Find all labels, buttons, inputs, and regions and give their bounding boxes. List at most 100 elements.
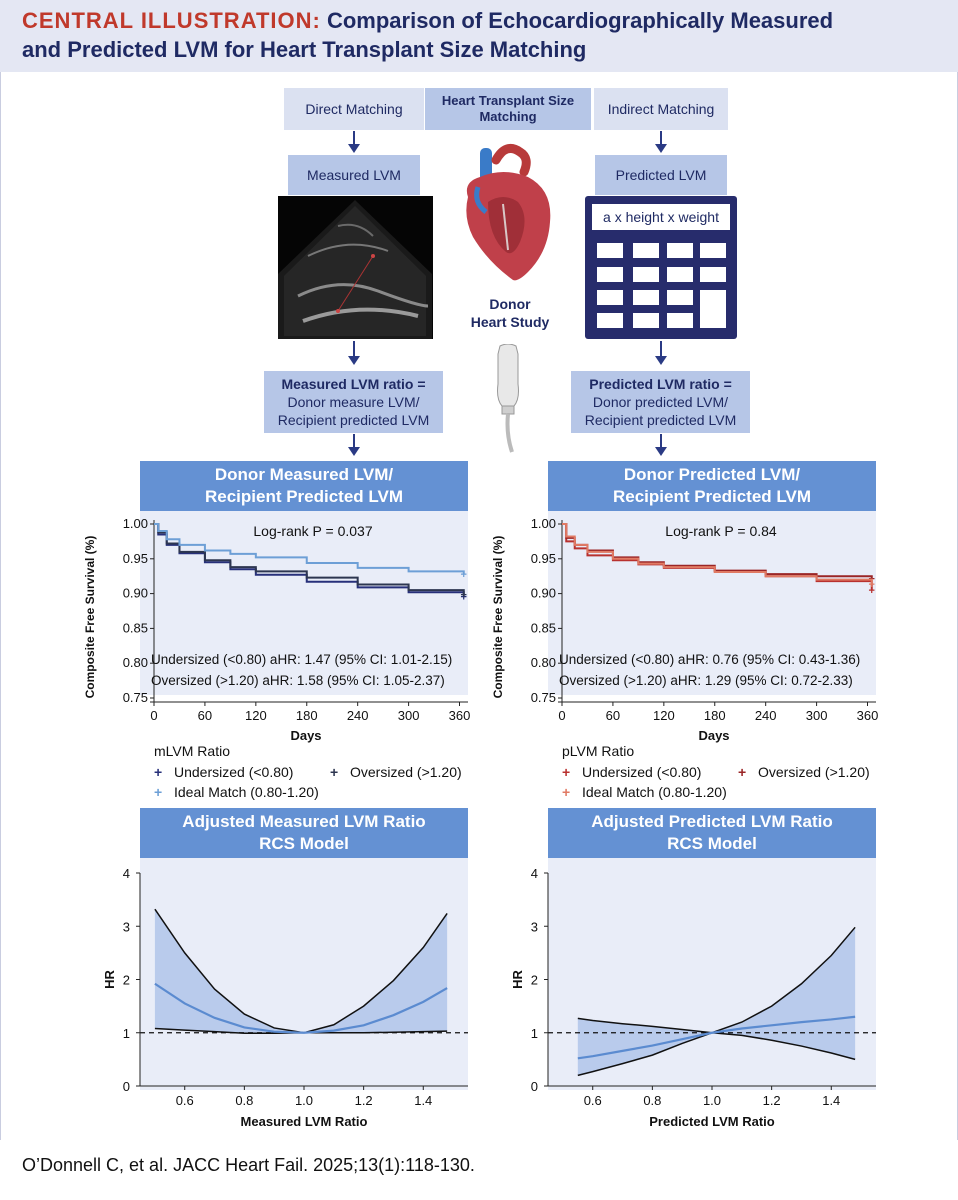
predicted-lvm-box: Predicted LVM — [595, 155, 727, 195]
km-right-y-axis-label: Composite Free Survival (%) — [491, 536, 505, 699]
arrow-measured-ratio-to-km — [348, 434, 360, 456]
legend-right-oversized: + Oversized (>1.20) — [738, 764, 870, 780]
km-right-x-tick-label: 180 — [704, 708, 726, 723]
illustration-title-line2: and Predicted LVM for Heart Transplant S… — [22, 37, 587, 62]
km-right-y-tick-label: 0.90 — [531, 586, 556, 601]
rcs-left-x-tick-label: 0.6 — [176, 1093, 194, 1108]
km-right-x-tick-label: 60 — [606, 708, 620, 723]
km-left-x-tick-label: 120 — [245, 708, 267, 723]
km-left-panel-title-text: Donor Measured LVM/ Recipient Predicted … — [204, 465, 404, 506]
arrow-measured-to-ratio — [348, 341, 360, 365]
km-right-series-0-censor-mark: + — [869, 585, 875, 597]
km-right-x-tick-label: 300 — [806, 708, 828, 723]
km-right-x-tick-label: 240 — [755, 708, 777, 723]
legend-left-ideal-label: Ideal Match (0.80-1.20) — [174, 784, 319, 800]
km-left-stat-line-0: Undersized (<0.80) aHR: 1.47 (95% CI: 1.… — [151, 652, 452, 667]
legend-left-ideal: + Ideal Match (0.80-1.20) — [154, 784, 319, 800]
measured-lvm-box: Measured LVM — [288, 155, 420, 195]
legend-left-oversized-label: Oversized (>1.20) — [350, 764, 462, 780]
rcs-left-x-tick-label: 1.4 — [414, 1093, 432, 1108]
km-right-x-tick-label: 0 — [558, 708, 565, 723]
km-right-series-2-line — [562, 523, 873, 584]
rcs-left-y-tick-label: 0 — [123, 1079, 130, 1094]
km-left-series-2-censor-mark: + — [461, 569, 467, 581]
km-left-y-tick-label: 1.00 — [123, 516, 148, 531]
indirect-matching-box: Indirect Matching — [594, 88, 728, 130]
legend-right-oversized-marker: + — [738, 764, 747, 780]
heart-illustration — [458, 142, 558, 287]
km-right-x-tick-label: 120 — [653, 708, 675, 723]
km-right-chart: 0.75 0.80 0.85 0.90 0.95 1.00 0 60 120 180 240 300 3… — [491, 516, 879, 743]
legend-left-oversized-marker: + — [330, 764, 339, 780]
title-prefix: CENTRAL ILLUSTRATION: — [22, 8, 321, 33]
arrow-predicted-ratio-to-km — [655, 434, 667, 456]
rcs-right-x-axis-label: Predicted LVM Ratio — [649, 1114, 775, 1129]
km-right-x-tick-label: 360 — [857, 708, 879, 723]
rcs-right-ci-band — [577, 927, 856, 1076]
rcs-left-y-tick-label: 4 — [123, 866, 130, 881]
km-left-y-tick-label: 0.75 — [123, 690, 148, 705]
arrow-direct-to-measured — [348, 131, 360, 153]
legend-right-undersized: + Undersized (<0.80) — [562, 764, 701, 780]
predicted-ratio-title: Predicted LVM ratio = — [589, 376, 732, 392]
rcs-left-y-tick-label: 2 — [123, 973, 130, 988]
km-left-x-tick-label: 0 — [150, 708, 157, 723]
km-left-plot-area — [140, 511, 468, 695]
km-right-y-tick-label: 0.85 — [531, 620, 556, 635]
rcs-left-y-tick-label: 3 — [123, 919, 130, 934]
legend-right-ideal-label: Ideal Match (0.80-1.20) — [582, 784, 727, 800]
rcs-right-y-tick-label: 0 — [531, 1079, 538, 1094]
km-left-y-tick-label: 0.90 — [123, 586, 148, 601]
km-right-plot-area — [548, 511, 876, 695]
legend-left-ideal-marker: + — [154, 784, 163, 800]
rcs-left-ci-band — [154, 909, 448, 1034]
calculator-icon: a x height x weight — [585, 196, 737, 339]
header-bar: CENTRAL ILLUSTRATION: Comparison of Echo… — [0, 0, 958, 72]
km-left-y-tick-label: 0.85 — [123, 620, 148, 635]
km-left-panel-title: Donor Measured LVM/ Recipient Predicted … — [140, 461, 468, 511]
rcs-right-y-axis-label: HR — [510, 970, 525, 989]
km-left-y-tick-label: 0.80 — [123, 655, 148, 670]
rcs-right-y-tick-label: 3 — [531, 919, 538, 934]
legend-right-ideal: + Ideal Match (0.80-1.20) — [562, 784, 727, 800]
km-left-x-tick-label: 180 — [296, 708, 318, 723]
km-left-x-tick-label: 240 — [347, 708, 369, 723]
rcs-right-x-tick-label: 0.8 — [643, 1093, 661, 1108]
legend-left-undersized-label: Undersized (<0.80) — [174, 764, 294, 780]
km-left-chart: 0.75 0.80 0.85 0.90 0.95 1.00 0 60 120 180 240 300 3… — [83, 516, 471, 743]
legend-left-title: mLVM Ratio — [154, 743, 230, 759]
rcs-right-panel-title: Adjusted Predicted LVM Ratio RCS Model — [548, 808, 876, 858]
arrow-indirect-to-predicted — [655, 131, 667, 153]
direct-matching-box: Direct Matching — [284, 88, 424, 130]
ultrasound-probe-icon — [488, 343, 528, 454]
km-left-x-tick-label: 360 — [449, 708, 471, 723]
legend-right-undersized-marker: + — [562, 764, 571, 780]
legend-right-ideal-marker: + — [562, 784, 571, 800]
km-left-x-tick-label: 60 — [198, 708, 212, 723]
km-right-x-axis-label: Days — [698, 728, 729, 743]
legend-right-oversized-label: Oversized (>1.20) — [758, 764, 870, 780]
km-left-stat-line-1: Oversized (>1.20) aHR: 1.58 (95% CI: 1.0… — [151, 673, 445, 688]
km-right-logrank-annotation: Log-rank P = 0.84 — [665, 523, 777, 539]
km-right-y-tick-label: 1.00 — [531, 516, 556, 531]
rcs-left-x-tick-label: 1.0 — [295, 1093, 313, 1108]
center-title-box: Heart Transplant Size Matching — [425, 88, 591, 130]
rcs-left-chart: 0 1 2 3 4 0.6 0.8 1.0 1.2 1.4 Measured LVM Ratio HR — [102, 866, 468, 1129]
km-left-y-tick-label: 0.95 — [123, 551, 148, 566]
km-left-series-1-censor-mark: + — [461, 589, 467, 601]
rcs-right-x-tick-label: 1.2 — [763, 1093, 781, 1108]
rcs-left-panel-title: Adjusted Measured LVM Ratio RCS Model — [140, 808, 468, 858]
measured-ratio-body: Donor measure LVM/ Recipient predicted L… — [277, 394, 430, 428]
measured-ratio-box: Measured LVM ratio = Donor measure LVM/ … — [264, 371, 443, 433]
predicted-ratio-body: Donor predicted LVM/ Recipient predicted… — [584, 394, 737, 428]
rcs-right-chart: 0 1 2 3 4 0.6 0.8 1.0 1.2 1.4 Predicted LVM Ratio H… — [510, 866, 876, 1129]
illustration-title-line1: CENTRAL ILLUSTRATION: Comparison of Echo… — [22, 8, 833, 34]
km-right-panel-title: Donor Predicted LVM/ Recipient Predicted… — [548, 461, 876, 511]
formula-display: a x height x weight — [592, 204, 730, 230]
km-left-series-2-line — [154, 523, 465, 575]
arrow-predicted-to-ratio — [655, 341, 667, 365]
rcs-right-y-tick-label: 2 — [531, 973, 538, 988]
legend-right-title: pLVM Ratio — [562, 743, 635, 759]
donor-heart-study-label: Donor Heart Study — [470, 296, 550, 330]
km-left-x-tick-label: 300 — [398, 708, 420, 723]
